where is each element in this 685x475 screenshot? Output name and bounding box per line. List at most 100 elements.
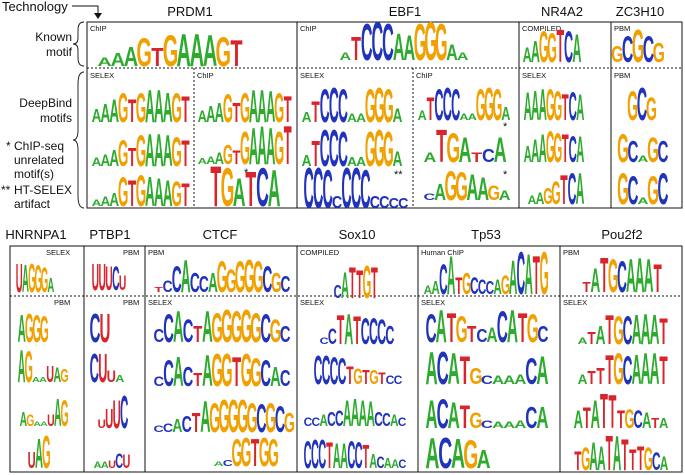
logo-letter-T: T xyxy=(436,121,447,173)
cell-label-ebf1-selex: SELEX xyxy=(300,71,324,80)
cell-label-ptbp1-deep: PBM xyxy=(123,298,139,307)
logo-letter-G: G xyxy=(171,128,181,175)
logo-letter-T: T xyxy=(349,258,356,307)
logo-letter-A: A xyxy=(539,128,547,171)
logo-letter-A: A xyxy=(369,451,377,473)
logo-letter-A: A xyxy=(333,438,341,475)
logo-letter-T: T xyxy=(556,21,564,73)
logo-letter-A: A xyxy=(47,274,54,297)
logo-tp53-deep-1: C A T G T C A C A T GC xyxy=(426,302,549,353)
logo-letter-C: C xyxy=(361,310,370,352)
logo-letter-G: G xyxy=(501,271,510,301)
logo-letter-A: A xyxy=(214,461,224,468)
logo-letter-T: T xyxy=(128,173,136,214)
logo-letter-G: G xyxy=(270,314,281,350)
logo-letter-A: A xyxy=(40,420,48,427)
logo-letter-C: C xyxy=(525,402,537,435)
logo-letter-C: C xyxy=(525,352,537,393)
logo-letter-A: A xyxy=(644,251,654,303)
logo-letter-C: C xyxy=(120,387,128,439)
logo-letter-C: C xyxy=(183,314,194,350)
logo-ctcf-deep-4: A CGG T GG xyxy=(214,430,279,475)
logo-letter-C: C xyxy=(658,135,669,169)
logo-letter-G: G xyxy=(221,346,232,397)
logo-letter-G: G xyxy=(446,124,460,171)
logo-letter-T: T xyxy=(351,32,361,68)
logo-ebf1-chip-2: A T GA T CA xyxy=(423,121,506,173)
logo-letter-A: A xyxy=(447,246,455,307)
logo-letter-G: G xyxy=(653,36,665,68)
logo-letter-T: T xyxy=(605,346,613,393)
logo-letter-G: G xyxy=(613,309,624,353)
title-zc3h10: ZC3H10 xyxy=(616,4,664,19)
logo-letter-C: C xyxy=(329,121,339,178)
logo-letter-T: T xyxy=(596,364,605,390)
logo-letter-C: C xyxy=(564,23,573,72)
logo-letter-T: T xyxy=(605,306,613,353)
logo-letter-C: C xyxy=(341,156,351,220)
logo-letter-A: A xyxy=(536,349,548,393)
logo-letter-G: G xyxy=(445,162,458,209)
logo-letter-A: A xyxy=(635,247,645,303)
logo-letter-C: C xyxy=(481,419,493,431)
logo-letter-G: G xyxy=(581,442,590,475)
logo-letter-A: A xyxy=(163,84,173,131)
logo-letter-A: A xyxy=(659,414,668,431)
logo-letter-A: A xyxy=(92,199,102,209)
logo-letter-G: G xyxy=(221,156,235,218)
logo-letter-G: G xyxy=(424,10,437,72)
logo-letter-A: A xyxy=(403,28,415,68)
logo-letter-A: A xyxy=(492,374,505,387)
logo-letter-A: A xyxy=(536,402,548,435)
logo-letter-C: C xyxy=(154,325,165,346)
logo-letter-G: G xyxy=(414,14,427,72)
logo-letter-T: T xyxy=(587,368,595,389)
logo-letter-C: C xyxy=(371,10,383,72)
logo-letter-A: A xyxy=(572,27,581,71)
logo-letter-G: G xyxy=(211,346,222,397)
logo-letter-G: G xyxy=(241,302,252,353)
logo-letter-C: C xyxy=(379,194,390,212)
logo-letter-A: A xyxy=(266,81,275,131)
logo-letter-G: G xyxy=(211,305,222,352)
logo-letter-A: A xyxy=(448,346,460,395)
logo-letter-T: T xyxy=(427,92,435,128)
logo-letter-A: A xyxy=(302,110,312,127)
logo-letter-A: A xyxy=(347,111,358,125)
logo-zc3h10-deep-1: GCG xyxy=(627,79,657,130)
logo-letter-A: A xyxy=(208,267,218,299)
logo-letter-T: T xyxy=(471,151,482,166)
cell-label-pou2f2-deep: SELEX xyxy=(563,298,587,307)
star-ebf1-chip-row3: * xyxy=(503,169,508,181)
logo-letter-T: T xyxy=(193,322,202,348)
logo-letter-A: A xyxy=(459,130,472,169)
logo-letter-A: A xyxy=(181,251,191,303)
logo-letter-A: A xyxy=(589,436,598,475)
logo-pou2f2-known: T A T GC A A A T xyxy=(582,247,661,303)
logo-letter-C: C xyxy=(314,349,323,394)
logo-letter-A: A xyxy=(384,455,392,472)
logo-letter-A: A xyxy=(18,341,26,393)
logo-letter-A: A xyxy=(18,308,26,351)
logo-letter-A: A xyxy=(100,99,110,128)
logo-letter-C: C xyxy=(280,322,291,348)
logo-letter-G: G xyxy=(61,392,69,434)
logo-letter-G: G xyxy=(284,407,295,439)
logo-letter-A: A xyxy=(32,376,40,384)
logo-letter-A: A xyxy=(39,376,47,384)
logo-letter-G: G xyxy=(493,81,503,130)
logo-letter-A: A xyxy=(124,42,138,73)
logo-prdm1-selex-3: A A AG T GA A AG T xyxy=(92,165,190,215)
logo-letter-G: G xyxy=(644,442,653,475)
logo-letter-T: T xyxy=(378,370,386,388)
logo-letter-C: C xyxy=(328,324,337,349)
logo-letter-G: G xyxy=(553,82,562,130)
